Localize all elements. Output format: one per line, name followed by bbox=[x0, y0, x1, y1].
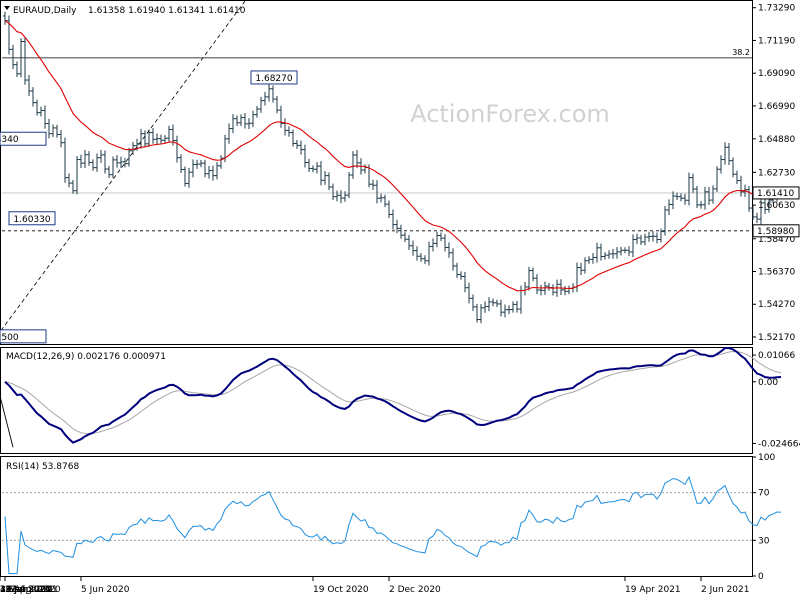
price-axis-label: 1.66990 bbox=[758, 102, 795, 112]
price-ohlc-bars bbox=[3, 11, 783, 324]
ma-line bbox=[4, 20, 782, 292]
rsi-line bbox=[4, 475, 782, 575]
price-axis-label: 1.71190 bbox=[758, 36, 795, 46]
macd-axis-label: 0.00 bbox=[758, 378, 778, 388]
x-axis-label: 2 Dec 2020 bbox=[389, 585, 441, 595]
macd-axis-label: 0.01066 bbox=[758, 351, 795, 361]
price-label-box bbox=[250, 70, 298, 85]
x-axis-label: 31 Aug 2021 bbox=[0, 585, 58, 595]
macd-header: MACD(12,26,9) 0.002176 0.000971 bbox=[6, 352, 166, 362]
macd-line bbox=[4, 346, 782, 444]
x-axis-label: 21 Jul 2020 bbox=[0, 585, 51, 595]
x-axis-label: 5 Jun 2020 bbox=[81, 585, 130, 595]
fib-38-label: 38.2 bbox=[732, 48, 750, 57]
x-axis-label: 4 Mar 2021 bbox=[0, 585, 51, 595]
rsi-axis-label: 70 bbox=[758, 489, 770, 499]
price-axis-label: 1.73290 bbox=[758, 4, 795, 14]
x-axis-label: 19 Jan 2021 bbox=[0, 585, 54, 595]
rsi-panel bbox=[0, 456, 753, 577]
price-axis-label: 1.54270 bbox=[758, 300, 795, 310]
x-axis-label: 3 Sep 2020 bbox=[0, 585, 52, 595]
macd-lines bbox=[0, 346, 782, 448]
support_level-tag-label: 1.58980 bbox=[757, 227, 794, 237]
price-axis-label: 1.64880 bbox=[758, 135, 795, 145]
current_price-tag bbox=[752, 186, 800, 200]
support_level-tag bbox=[752, 224, 800, 238]
price-annotations: 1.68270 1.60330 1.52500 1.64340 bbox=[0, 70, 298, 344]
x-axis-label: 2 Jun 2021 bbox=[701, 585, 749, 595]
price-label: 1.52500 bbox=[0, 333, 19, 343]
ohlc-readout: 1.61358 1.61940 1.61341 1.61410 bbox=[88, 6, 246, 16]
price-axis-label: 1.58470 bbox=[758, 235, 795, 245]
macd-trendline bbox=[0, 395, 14, 448]
macd-axis-label: -0.024664 bbox=[758, 439, 800, 449]
rsi-axis-label: 0 bbox=[758, 572, 764, 582]
current_price-tag-label: 1.61410 bbox=[757, 189, 794, 199]
rsi-header: RSI(14) 53.8768 bbox=[6, 462, 79, 472]
watermark: ActionForex.com bbox=[410, 100, 610, 128]
price-axis-label: 1.56370 bbox=[758, 268, 795, 278]
moving-average bbox=[4, 20, 782, 292]
price-axis-label: 1.60630 bbox=[758, 201, 795, 211]
price-axis-label: 1.52170 bbox=[758, 333, 795, 343]
macd-signal-line bbox=[4, 350, 782, 435]
price-label-box bbox=[0, 131, 47, 146]
rsi-axis-label: 100 bbox=[758, 453, 775, 463]
price-label: 1.64340 bbox=[0, 135, 19, 145]
x-axis-label: 19 Oct 2020 bbox=[313, 585, 369, 595]
price-label-box bbox=[0, 329, 47, 344]
price-y-axis: 1.73290 1.71190 1.69090 1.66990 1.64880 1.627… bbox=[752, 4, 800, 343]
price-label: 1.60330 bbox=[13, 215, 50, 225]
price-label-box bbox=[8, 211, 56, 226]
x-axis-label: 16 Jul 2021 bbox=[0, 585, 51, 595]
price-trendline bbox=[0, 0, 246, 333]
symbol-label: EURAUD,Daily bbox=[13, 6, 77, 16]
price-axis-label: 1.69090 bbox=[758, 69, 795, 79]
price-axis-label: 1.62730 bbox=[758, 168, 795, 178]
macd-y-axis: 0.01066 0.00 -0.024664 bbox=[752, 351, 800, 449]
price-trendlines bbox=[0, 0, 246, 333]
dropdown-triangle-icon[interactable] bbox=[4, 6, 10, 10]
rsi-lines bbox=[2, 475, 782, 575]
x-axis-label: 19 Apr 2021 bbox=[625, 585, 681, 595]
x-axis-label: 22 Apr 2020 bbox=[5, 585, 61, 595]
rsi-axis-label: 30 bbox=[758, 536, 770, 546]
price-label: 1.68270 bbox=[255, 74, 292, 84]
rsi-y-axis: 100 70 30 0 bbox=[752, 453, 775, 582]
macd-panel bbox=[0, 347, 753, 454]
